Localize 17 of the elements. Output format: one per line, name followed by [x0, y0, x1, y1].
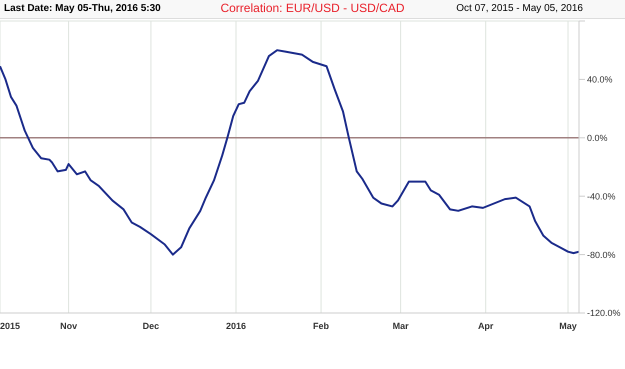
x-tick-label: Nov: [60, 321, 78, 331]
x-tick-label: Dec: [142, 321, 160, 331]
x-tick-label: Feb: [313, 321, 330, 331]
line-series: [0, 49, 579, 256]
x-tick-label: Mar: [392, 321, 410, 331]
text: Last Date: May 05-Thu, 2016 5:30: [4, 3, 161, 14]
y-tick-label: 40.0%: [587, 74, 613, 85]
text: Oct 07, 2015 - May 05, 2016: [456, 3, 583, 14]
x-tick-label: 2015: [0, 321, 20, 331]
y-tick-label: -120.0%: [587, 308, 621, 318]
y-tick-label: -40.0%: [587, 191, 616, 202]
x-tick-label: Apr: [478, 321, 494, 331]
x-tick-label: May: [559, 321, 577, 331]
x-tick-label: 2016: [226, 321, 246, 331]
y-tick-label: 0.0%: [587, 132, 608, 143]
y-tick-label: -80.0%: [587, 250, 616, 260]
chart-title: Correlation: EUR/USD - USD/CAD: [220, 1, 405, 15]
